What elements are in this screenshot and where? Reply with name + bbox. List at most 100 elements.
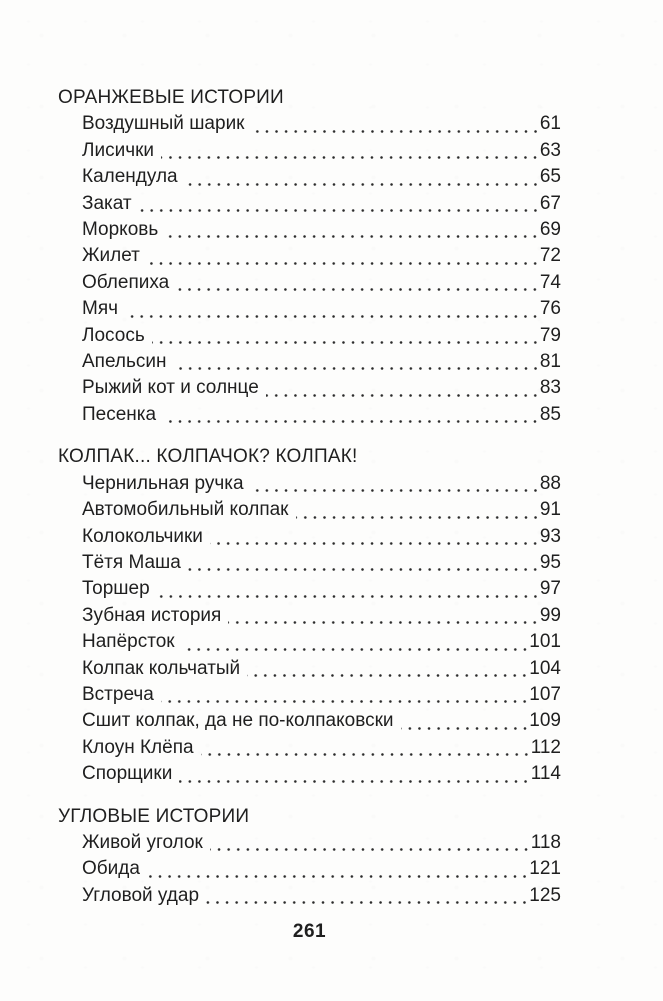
toc-entry-title: Колокольчики — [82, 525, 203, 547]
toc-entry-title: Мяч — [82, 298, 119, 320]
toc-entry-title: Тётя Маша — [82, 551, 181, 573]
page-number: 261 — [292, 921, 327, 943]
toc-entry-page: 91 — [539, 499, 561, 521]
toc-entry-row: Обида 121 — [58, 856, 561, 883]
dot-leader — [250, 470, 540, 498]
toc-entry-page: 114 — [530, 763, 561, 785]
toc-entry-title: Сшит колпак, да не по-колпаковски — [82, 710, 394, 732]
dot-leader — [247, 655, 530, 682]
toc-entry-page: 79 — [539, 324, 561, 346]
toc-entry-title: Жилет — [82, 245, 140, 267]
toc-entry-row: Облепиха 74 — [58, 269, 561, 297]
toc-entry-page: 112 — [530, 736, 561, 758]
toc-entry-page: 99 — [539, 604, 561, 626]
toc-entry-title: Чернильная ручка — [82, 472, 244, 494]
dot-leader — [209, 829, 531, 857]
toc-entry-row: Угловой удар 125 — [58, 882, 561, 910]
toc-entry-title: Автомобильный колпак — [82, 499, 289, 521]
toc-entry-page: 65 — [539, 166, 561, 188]
toc-entry-row: Мяч 76 — [58, 296, 561, 323]
dot-leader — [125, 296, 540, 323]
toc-entry-row: Морковь 69 — [58, 217, 561, 244]
toc-entry-page: 72 — [539, 245, 561, 267]
section-heading: УГЛОВЫЕ ИСТОРИИ — [58, 805, 250, 827]
toc-entry-row: Лосось 79 — [58, 322, 561, 350]
toc-entry-page: 93 — [539, 525, 561, 547]
toc-entry-row: Песенка 85 — [58, 401, 561, 429]
toc-entry-row: Лисички 63 — [58, 137, 561, 165]
toc-entry-page: 125 — [529, 884, 561, 906]
toc-entry-row: Автомобильный колпак 91 — [58, 497, 561, 524]
dot-leader — [228, 602, 540, 630]
toc-entry-row: Сшит колпак, да не по-колпаковски 109 — [58, 708, 561, 735]
toc-entry-row: Напёрсток 101 — [58, 629, 561, 656]
toc-entry-page: 63 — [539, 139, 561, 161]
section-entries: Воздушный шарик 61 Лисички 63 Календула … — [58, 111, 561, 429]
toc-entry-row: Воздушный шарик 61 — [58, 111, 561, 138]
toc-entry-title: Морковь — [82, 219, 159, 241]
toc-entry-title: Апельсин — [82, 351, 167, 373]
section-entries: Живой уголок 118 Обида 121 Угловой удар … — [58, 829, 561, 910]
toc-entry-row: Спорщики 114 — [58, 761, 561, 788]
toc-entry-title: Песенка — [82, 403, 157, 425]
dot-leader — [156, 576, 540, 603]
toc-entry-title: Облепиха — [82, 271, 170, 293]
toc-entry-page: 95 — [539, 551, 561, 573]
toc-entry-page: 101 — [529, 631, 561, 653]
toc-section: УГЛОВЫЕ ИСТОРИИ Живой уголок 118 Обида 1… — [58, 804, 561, 910]
toc-entry-row: Встреча 107 — [58, 681, 561, 709]
toc-section: КОЛПАК... КОЛПАЧОК? КОЛПАК! Чернильная р… — [58, 444, 561, 788]
toc-entry-page: 61 — [539, 113, 561, 135]
toc-entry-row: Клоун Клёпа 112 — [58, 734, 561, 762]
toc-entry-page: 107 — [529, 683, 561, 705]
toc-entry-title: Напёрсток — [82, 631, 175, 653]
toc-entry-row: Зубная история 99 — [58, 602, 561, 630]
section-heading: ОРАНЖЕВЫЕ ИСТОРИИ — [58, 87, 284, 108]
toc-entry-row: Чернильная ручка 88 — [58, 470, 561, 498]
toc-entry-row: Рыжий кот и солнце 83 — [58, 375, 561, 402]
toc-entry-page: 88 — [539, 472, 561, 494]
toc-entry-page: 121 — [529, 858, 561, 880]
toc-entry-page: 109 — [529, 710, 561, 732]
toc-sections: ОРАНЖЕВЫЕ ИСТОРИИ Воздушный шарик 61 Лис… — [58, 85, 561, 910]
toc-entry-title: Живой уголок — [82, 831, 203, 853]
dot-leader — [161, 137, 540, 165]
toc-entry-page: 97 — [539, 578, 561, 600]
toc-entry-title: Воздушный шарик — [82, 113, 245, 135]
dot-leader — [184, 164, 540, 191]
dot-leader — [200, 734, 531, 762]
toc-entry-row: Колокольчики 93 — [58, 523, 561, 550]
dot-leader — [181, 629, 530, 656]
toc-entry-row: Тётя Маша 95 — [58, 549, 561, 577]
toc-entry-title: Торшер — [82, 578, 150, 600]
section-entries: Чернильная ручка 88 Автомобильный колпак… — [58, 470, 561, 788]
dot-leader — [138, 190, 540, 218]
dot-leader — [146, 856, 530, 883]
dot-leader — [251, 111, 540, 138]
toc-entry-page: 118 — [530, 831, 561, 853]
dot-leader — [176, 269, 540, 297]
toc-entry-title: Закат — [82, 192, 132, 214]
dot-leader — [187, 549, 540, 577]
dot-leader — [163, 401, 540, 429]
toc-entry-row: Колпак кольчатый 104 — [58, 655, 561, 682]
dot-leader — [146, 243, 540, 270]
toc-entry-row: Календула 65 — [58, 164, 561, 191]
toc-entry-page: 74 — [539, 271, 561, 293]
toc-entry-row: Закат 67 — [58, 190, 561, 218]
dot-leader — [295, 497, 540, 524]
toc-entry-title: Спорщики — [82, 763, 173, 785]
toc-entry-row: Торшер 97 — [58, 576, 561, 603]
page-footer: 261 — [58, 919, 561, 945]
toc-entry-page: 81 — [539, 351, 561, 373]
dot-leader — [400, 708, 530, 735]
toc-entry-title: Календула — [82, 166, 178, 188]
toc-entry-page: 85 — [539, 403, 561, 425]
toc-entry-title: Колпак кольчатый — [82, 657, 241, 679]
dot-leader — [151, 322, 540, 350]
dot-leader — [165, 217, 540, 244]
toc-entry-title: Клоун Клёпа — [82, 736, 194, 758]
dot-leader — [173, 349, 540, 376]
toc-entry-row: Живой уголок 118 — [58, 829, 561, 857]
